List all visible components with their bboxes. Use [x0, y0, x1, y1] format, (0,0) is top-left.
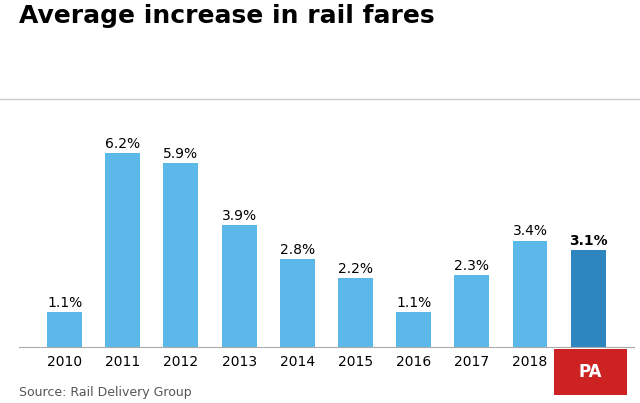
- Text: 2.8%: 2.8%: [280, 243, 315, 257]
- Text: 1.1%: 1.1%: [396, 296, 431, 310]
- Bar: [454, 275, 490, 347]
- Bar: [280, 259, 315, 347]
- Bar: [47, 312, 82, 347]
- Text: 2.2%: 2.2%: [338, 262, 373, 276]
- Text: 3.1%: 3.1%: [569, 234, 607, 248]
- Text: 3.4%: 3.4%: [513, 224, 548, 239]
- Bar: [571, 250, 605, 347]
- Text: PA: PA: [579, 363, 602, 381]
- Text: 1.1%: 1.1%: [47, 296, 82, 310]
- Text: 3.9%: 3.9%: [221, 209, 257, 223]
- Bar: [338, 278, 373, 347]
- Bar: [106, 154, 140, 347]
- Bar: [396, 312, 431, 347]
- Bar: [513, 241, 547, 347]
- Bar: [163, 163, 198, 347]
- Text: Source: Rail Delivery Group: Source: Rail Delivery Group: [19, 386, 192, 399]
- Text: 6.2%: 6.2%: [105, 137, 140, 151]
- Bar: [221, 225, 257, 347]
- Text: Average increase in rail fares: Average increase in rail fares: [19, 4, 435, 28]
- Text: 5.9%: 5.9%: [163, 147, 198, 160]
- Text: 2.3%: 2.3%: [454, 259, 490, 273]
